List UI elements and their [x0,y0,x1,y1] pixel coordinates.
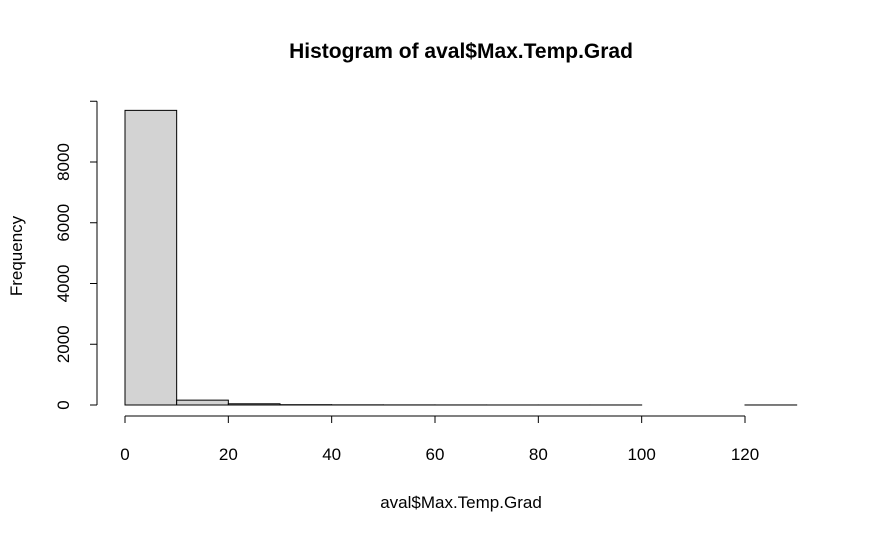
x-tick-label: 80 [529,445,548,464]
y-tick-label: 8000 [54,143,73,181]
y-tick-label: 2000 [54,325,73,363]
x-tick-label: 20 [219,445,238,464]
y-axis-label: Frequency [7,215,26,296]
x-tick-label: 0 [120,445,129,464]
histogram-bar [227,403,281,406]
x-tick-label: 120 [731,445,759,464]
y-axis: 0 2000 4000 6000 8000 [54,100,98,410]
chart-title: Histogram of aval$Max.Temp.Grad [289,40,633,63]
x-tick-label: 100 [627,445,655,464]
y-tick-label: 4000 [54,265,73,303]
histogram-bar [176,399,229,406]
bars-group [124,109,798,406]
y-tick-label: 6000 [54,204,73,242]
x-axis-label: aval$Max.Temp.Grad [380,493,542,512]
histogram-bar [124,109,178,406]
x-tick-label: 40 [322,445,341,464]
y-tick-label: 0 [54,400,73,409]
x-axis: 0 20 40 60 80 100 120 [120,415,759,464]
x-tick-label: 60 [426,445,445,464]
